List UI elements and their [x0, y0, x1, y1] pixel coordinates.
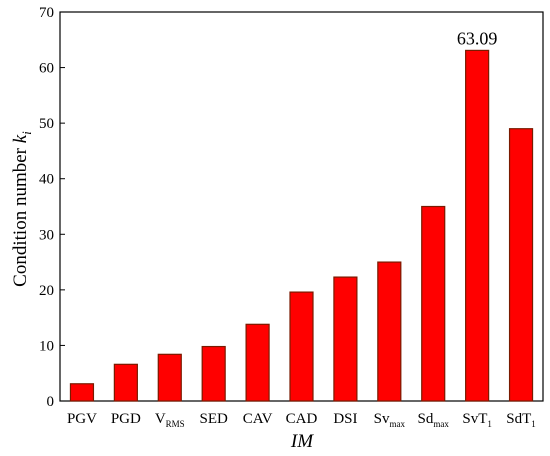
x-tick-label-main: V	[155, 411, 166, 427]
x-tick-label-sub: max	[433, 419, 449, 429]
y-tick-label: 10	[39, 338, 54, 354]
bar	[69, 383, 95, 402]
x-tick-label-main: SvT	[462, 411, 487, 427]
x-tick-label-main: PGV	[67, 411, 97, 427]
bar-series	[69, 49, 534, 402]
x-tick-label: SED	[200, 411, 229, 427]
x-tick-label-main: SED	[200, 411, 229, 427]
y-axis-title-main: Condition number	[10, 143, 31, 287]
bar	[113, 363, 138, 402]
bar	[289, 291, 314, 402]
x-axis-ticks: PGV PGD VRMS SED CAV CAD DSI Svmax Sdmax SvT1 SdT1	[67, 397, 536, 429]
x-tick-label: SvT1	[462, 411, 492, 429]
y-axis-title-sub: i	[19, 131, 34, 135]
x-tick-label-main: SdT	[506, 411, 531, 427]
y-axis-title-var: k	[10, 134, 31, 143]
bar	[508, 128, 534, 402]
x-tick-label-main: Sv	[374, 411, 390, 427]
y-tick-label: 30	[39, 227, 54, 243]
x-tick-label: Svmax	[374, 411, 406, 429]
x-tick-label-sub: max	[389, 419, 405, 429]
x-tick-label: VRMS	[155, 411, 185, 429]
bar	[333, 276, 358, 402]
annotations: 63.09	[457, 28, 498, 48]
x-tick-label: SdT1	[506, 411, 536, 429]
x-tick-label: PGV	[67, 411, 97, 427]
x-tick-label: PGD	[111, 411, 141, 427]
x-tick-label-main: CAV	[243, 411, 273, 427]
y-axis-ticks: 0 10 20 30 40 50 60 70	[39, 5, 65, 410]
y-tick-label: 20	[39, 283, 54, 299]
bar	[201, 345, 226, 402]
x-tick-label: CAV	[243, 411, 273, 427]
y-tick-label: 70	[39, 5, 54, 21]
data-label: 63.09	[457, 28, 498, 48]
x-tick-label: CAD	[286, 411, 318, 427]
y-axis-title: Condition number ki	[10, 131, 34, 287]
x-tick-label: DSI	[333, 411, 357, 427]
x-tick-label-main: PGD	[111, 411, 141, 427]
bar	[421, 205, 446, 402]
bar	[245, 323, 270, 402]
x-tick-label-main: Sd	[418, 411, 434, 427]
x-tick-label-sub: 1	[487, 419, 492, 429]
x-tick-label: Sdmax	[418, 411, 450, 429]
y-tick-label: 40	[39, 172, 54, 188]
x-tick-label-main: CAD	[286, 411, 318, 427]
bar	[377, 261, 402, 402]
x-tick-label-sub: RMS	[166, 419, 185, 429]
y-tick-label: 60	[39, 61, 54, 77]
bar	[465, 49, 490, 402]
y-tick-label: 0	[47, 394, 55, 410]
x-tick-label-sub: 1	[531, 419, 536, 429]
x-tick-label-main: DSI	[333, 411, 357, 427]
bar	[157, 353, 182, 402]
x-axis-title: IM	[290, 431, 314, 452]
y-tick-label: 50	[39, 116, 54, 132]
